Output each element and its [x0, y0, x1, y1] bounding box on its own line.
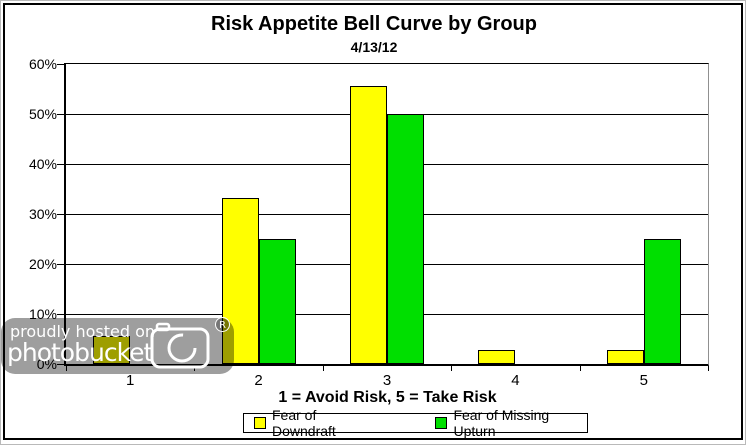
y-axis-label: 50% [28, 106, 57, 122]
category-label-4: 4 [511, 372, 520, 389]
bar-downdraft-cat2 [221, 197, 259, 364]
category-label-3: 3 [382, 372, 392, 389]
legend-entry-upturn: Fear of Missing Upturn [435, 407, 587, 439]
y-axis-label: 30% [28, 206, 57, 222]
x-axis-tick [451, 366, 453, 371]
y-axis-label: 40% [28, 156, 57, 172]
bar-downdraft-cat4 [478, 350, 516, 364]
y-axis-tick [57, 364, 66, 365]
category-label-1: 1 [126, 372, 135, 389]
y-axis-tick [57, 264, 66, 265]
bar-downdraft-cat3 [350, 86, 387, 364]
y-axis-tick [57, 314, 66, 315]
camera-icon [149, 322, 211, 375]
x-axis-tick [322, 366, 324, 371]
photobucket-watermark: proudly hosted on photobucket R [1, 317, 234, 375]
category-label-2: 2 [254, 372, 263, 389]
x-axis-tick [579, 366, 581, 371]
category-label-5: 5 [639, 372, 648, 389]
y-axis-tick [57, 214, 66, 215]
legend: Fear of Downdraft Fear of Missing Upturn [243, 407, 588, 439]
legend-label-downdraft: Fear of Downdraft [272, 407, 336, 439]
legend-label-upturn: Fear of Missing Upturn [453, 407, 550, 439]
y-axis-tick [57, 64, 66, 65]
bar-downdraft-cat1 [93, 336, 131, 364]
bar-upturn-cat5 [643, 239, 681, 364]
y-axis-tick [57, 164, 66, 165]
registered-trademark-icon: R [215, 317, 230, 332]
watermark-tagline: proudly hosted on [10, 322, 156, 341]
x-axis-tick [66, 366, 67, 371]
legend-swatch-yellow [254, 417, 266, 429]
bar-upturn-cat3 [387, 114, 424, 364]
watermark-brand: photobucket [7, 338, 153, 367]
y-axis-label: 60% [28, 56, 57, 72]
x-axis-title: 1 = Avoid Risk, 5 = Take Risk [278, 389, 497, 406]
y-axis-label: 10% [28, 306, 57, 322]
y-axis-label: 20% [28, 256, 57, 272]
y-axis-label: 0% [36, 356, 57, 372]
bar-downdraft-cat5 [606, 350, 644, 364]
x-axis-tick [708, 366, 709, 371]
chart-subtitle: 4/13/12 [350, 39, 398, 55]
legend-swatch-green [435, 417, 448, 429]
chart-title: Risk Appetite Bell Curve by Group [211, 13, 537, 35]
legend-entry-downdraft: Fear of Downdraft [254, 407, 377, 439]
y-axis-tick [57, 114, 66, 115]
bar-upturn-cat2 [258, 239, 296, 364]
